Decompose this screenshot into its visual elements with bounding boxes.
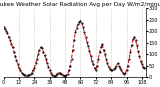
Title: Milwaukee Weather Solar Radiation Avg per Day W/m2/minute: Milwaukee Weather Solar Radiation Avg pe… [0,2,160,7]
